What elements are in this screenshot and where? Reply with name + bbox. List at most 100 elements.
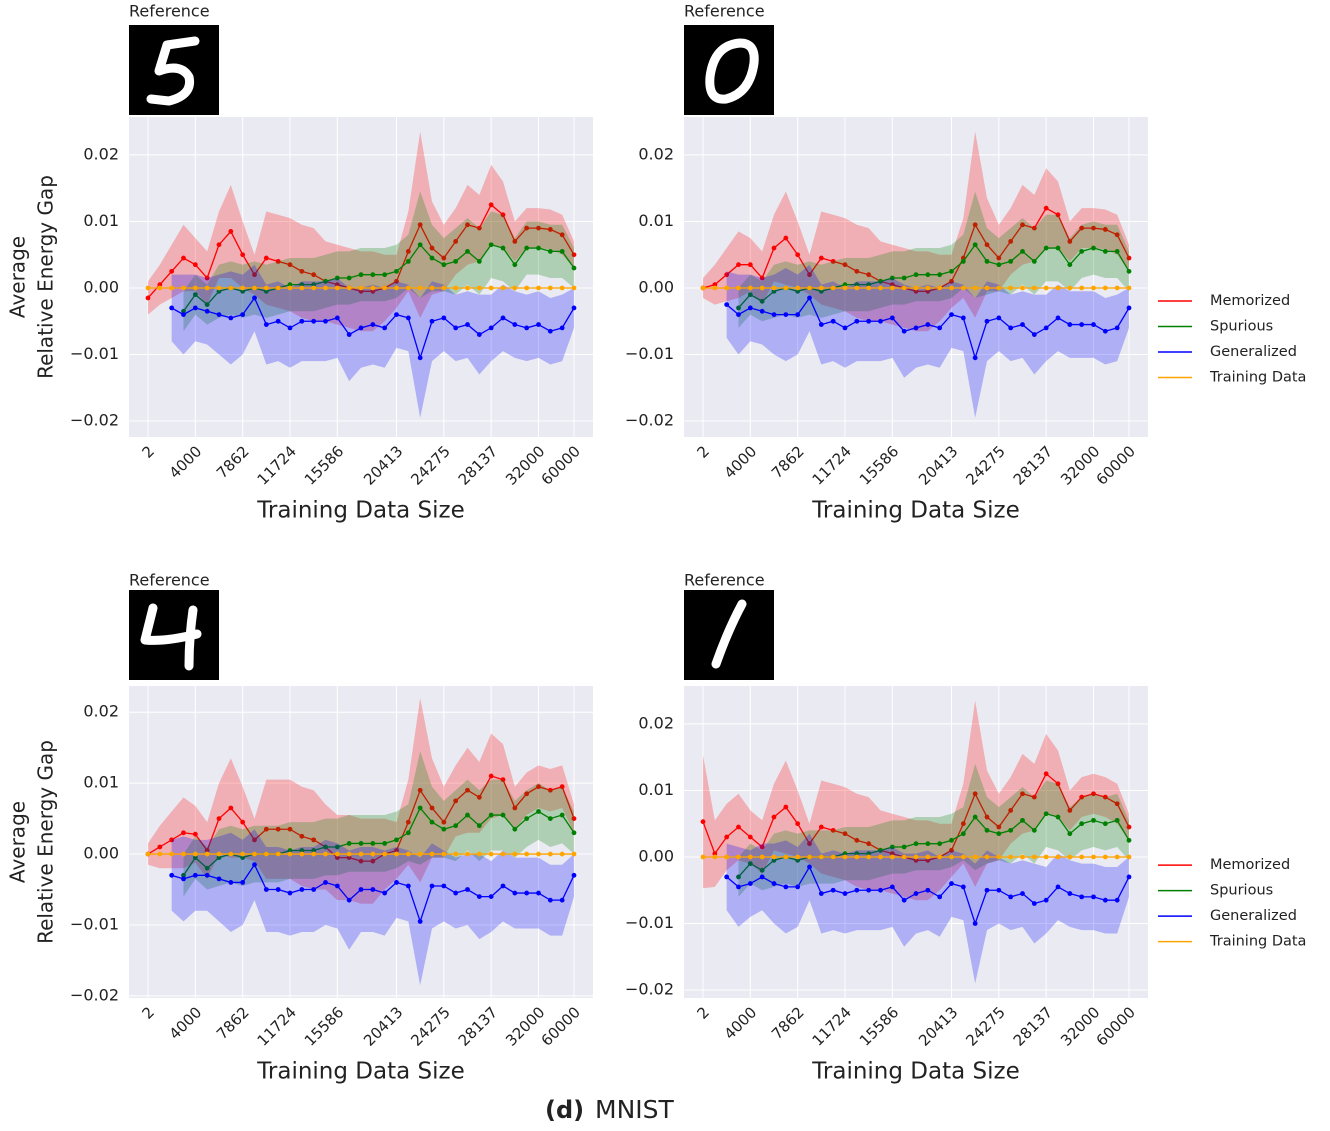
data-point bbox=[252, 862, 257, 868]
data-point bbox=[488, 894, 494, 899]
data-point bbox=[1043, 897, 1049, 903]
data-point bbox=[949, 278, 954, 284]
error-band bbox=[738, 763, 1129, 897]
legend-label: Generalized bbox=[1210, 344, 1297, 360]
data-point bbox=[311, 848, 317, 853]
data-point bbox=[842, 325, 848, 331]
data-point bbox=[275, 318, 281, 324]
data-point bbox=[192, 831, 198, 837]
data-point bbox=[866, 841, 872, 847]
data-point bbox=[536, 322, 541, 327]
legend-label: Memorized bbox=[1210, 857, 1290, 873]
data-point bbox=[996, 854, 1002, 860]
data-point bbox=[228, 851, 234, 857]
data-point bbox=[559, 325, 565, 331]
data-point bbox=[334, 855, 340, 860]
data-point bbox=[1067, 891, 1073, 896]
data-point bbox=[311, 837, 317, 843]
data-point bbox=[524, 890, 530, 896]
data-point bbox=[842, 282, 848, 288]
data-point bbox=[240, 851, 246, 857]
data-point bbox=[783, 804, 789, 810]
data-point bbox=[358, 851, 364, 857]
y-tick-label: 0.02 bbox=[83, 702, 119, 721]
data-point bbox=[854, 268, 860, 274]
x-tick-label: 32000 bbox=[502, 442, 548, 488]
x-tick-label: 4000 bbox=[166, 1003, 206, 1043]
data-point bbox=[1020, 891, 1025, 896]
x-tick-label: 2 bbox=[694, 442, 713, 461]
data-point bbox=[500, 883, 506, 889]
y-tick-label: 0.01 bbox=[83, 773, 119, 792]
data-point bbox=[524, 325, 530, 331]
data-point bbox=[1102, 328, 1108, 334]
x-tick-label: 7862 bbox=[768, 1003, 808, 1043]
data-point bbox=[394, 268, 399, 274]
data-point bbox=[263, 322, 269, 327]
data-point bbox=[866, 854, 872, 860]
data-point bbox=[759, 867, 765, 873]
data-point bbox=[429, 255, 435, 261]
data-point bbox=[736, 854, 741, 860]
data-point bbox=[441, 262, 447, 268]
data-point bbox=[240, 288, 246, 294]
data-point bbox=[417, 222, 423, 228]
data-point bbox=[500, 812, 506, 818]
data-point bbox=[536, 285, 541, 291]
y-tick-label: 0.01 bbox=[83, 211, 119, 230]
data-point bbox=[807, 295, 812, 301]
data-point bbox=[512, 239, 518, 244]
error-band bbox=[171, 829, 574, 986]
data-point bbox=[996, 887, 1002, 893]
data-point bbox=[465, 322, 470, 327]
legend-label: Spurious bbox=[1210, 883, 1273, 899]
data-point bbox=[771, 288, 777, 294]
data-point bbox=[913, 285, 919, 291]
data-point bbox=[536, 225, 541, 231]
x-tick-label: 28137 bbox=[1010, 442, 1056, 488]
data-point bbox=[547, 248, 553, 254]
data-point bbox=[536, 809, 541, 814]
data-point bbox=[1102, 854, 1108, 860]
data-point bbox=[405, 315, 411, 321]
data-point bbox=[878, 318, 883, 324]
data-point bbox=[334, 315, 340, 321]
data-point bbox=[169, 872, 175, 878]
data-point bbox=[405, 883, 411, 889]
data-point bbox=[405, 830, 411, 836]
data-point bbox=[960, 854, 966, 860]
data-point bbox=[1091, 225, 1096, 231]
data-point bbox=[240, 819, 246, 825]
data-point bbox=[1079, 794, 1085, 800]
x-tick-label: 20413 bbox=[360, 1003, 406, 1049]
data-point bbox=[925, 288, 931, 294]
data-point bbox=[441, 285, 447, 291]
data-point bbox=[571, 830, 577, 836]
data-point bbox=[1031, 225, 1037, 231]
data-point bbox=[287, 851, 293, 857]
data-point bbox=[263, 288, 269, 294]
x-tick-label: 2 bbox=[139, 442, 158, 461]
x-tick-label: 32000 bbox=[1057, 1003, 1103, 1049]
data-point bbox=[287, 282, 293, 288]
data-point bbox=[263, 826, 269, 832]
data-point bbox=[512, 826, 518, 832]
data-point bbox=[299, 318, 305, 324]
data-point bbox=[1020, 285, 1025, 291]
data-point bbox=[547, 285, 553, 291]
data-point bbox=[830, 318, 836, 324]
data-point bbox=[1067, 322, 1073, 327]
data-point bbox=[181, 255, 186, 261]
data-point bbox=[925, 322, 931, 327]
data-point bbox=[712, 851, 718, 857]
data-point bbox=[1067, 808, 1073, 813]
data-point bbox=[216, 288, 222, 294]
data-point bbox=[937, 841, 943, 847]
data-point bbox=[996, 285, 1002, 291]
data-point bbox=[346, 275, 352, 281]
x-tick-label: 60000 bbox=[1093, 1003, 1139, 1049]
data-point bbox=[287, 325, 293, 331]
x-tick-label: 32000 bbox=[1057, 442, 1103, 488]
data-point bbox=[1114, 248, 1120, 254]
data-point bbox=[311, 282, 317, 288]
